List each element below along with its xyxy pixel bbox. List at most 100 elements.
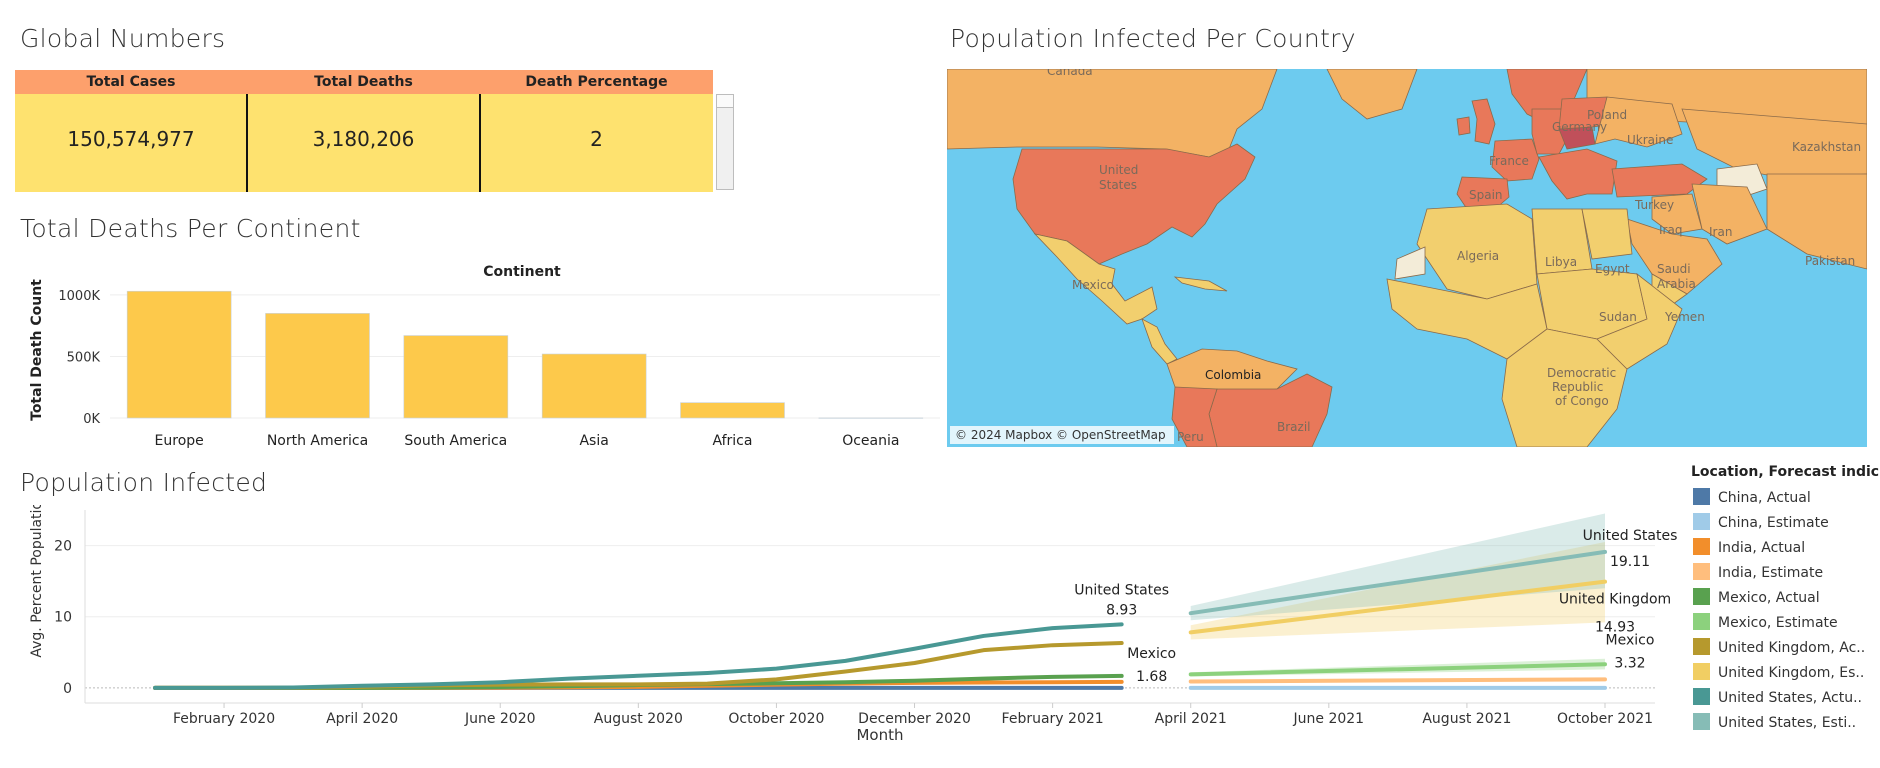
map-label-republic: Republic [1552,380,1603,394]
bar-x-tick: Oceania [842,433,899,449]
map-label-yemen: Yemen [1664,310,1705,324]
annotation-value: 1.68 [1136,669,1167,685]
region-ukraine[interactable] [1594,96,1683,148]
line-x-tick: October 2021 [1557,711,1653,727]
kpi-header-row [15,70,713,94]
map-label-france: France [1489,154,1529,168]
region-ireland[interactable] [1456,116,1471,136]
line-x-tick: August 2021 [1422,711,1511,727]
line-x-tick: June 2021 [1293,711,1365,727]
line-y-tick: 20 [54,539,72,555]
bar-y-tick: 0K [83,412,100,427]
kpi-scrollbar[interactable] [716,94,734,190]
line-x-axis: February 2020 April 2020 June 2020 August 2… [173,703,1653,727]
map-label-democratic: Democratic [1547,366,1616,380]
bar-x-axis: Europe North America South America Asia Afri… [155,433,900,449]
annotation-name: United States [1074,582,1169,598]
region-canada[interactable] [946,68,1278,158]
population-infected-map[interactable]: Canada United States Mexico Colombia Bra… [946,64,1868,448]
map-label-algeria: Algeria [1457,249,1499,263]
map-attribution[interactable]: © 2024 Mapbox © OpenStreetMap [955,428,1166,442]
region-greenland[interactable] [1326,68,1418,120]
region-saudi-arabia[interactable] [1626,218,1723,295]
legend-swatch [1693,713,1710,730]
region-mexico[interactable] [1033,233,1158,325]
map-label-poland: Poland [1587,108,1627,122]
kpi-divider [479,94,481,192]
line-chart-legend[interactable]: Location, Forecast indic.. China, Actual… [1685,458,1880,738]
map-label-of-congo: of Congo [1555,394,1609,408]
region-iran[interactable] [1691,183,1768,245]
region-iraq[interactable] [1651,193,1703,235]
bar-x-tick: Europe [155,433,204,449]
kpi-divider [246,94,248,192]
legend-item-label: China, Actual [1718,490,1811,506]
map-label-sudan: Sudan [1599,310,1637,324]
line-x-tick: April 2021 [1155,711,1227,727]
map-label-kazakhstan: Kazakhstan [1792,140,1861,154]
bar-x-tick: Asia [579,433,608,449]
total-cases-value: 150,574,977 [67,127,195,151]
annotation-name: United States [1583,528,1678,544]
legend-item-label: Mexico, Estimate [1718,615,1838,631]
map-label-ukraine: Ukraine [1627,133,1673,147]
region-united-kingdom[interactable] [1471,98,1496,145]
region-east-africa[interactable] [1596,273,1683,370]
map-label-iraq: Iraq [1659,223,1682,237]
line-x-tick: April 2020 [326,711,398,727]
legend-item-label: China, Estimate [1718,515,1829,531]
bar-south-america [403,335,509,419]
annotation-name: Mexico [1127,646,1176,662]
population-infected-chart: Avg. Percent Populatio.. Month United St… [29,505,1678,744]
scrollbar-thumb[interactable] [717,95,733,108]
line-x-tick: June 2020 [464,711,536,727]
legend-title: Location, Forecast indic.. [1691,464,1880,480]
series-india-estimate [1188,677,1607,684]
legend-swatch [1693,663,1710,680]
region-central-america[interactable] [1141,318,1178,365]
deaths-per-continent-chart: Continent Total Death Count 0K500K1000K … [29,264,940,449]
region-pakistan[interactable] [1766,173,1868,270]
region-egypt[interactable] [1581,208,1633,260]
bar-chart-title: Continent [483,264,561,280]
legend-swatch [1693,488,1710,505]
series-united-states-actual [153,622,1124,690]
forecast-bands [1190,513,1605,677]
line-x-tick: February 2020 [173,711,275,727]
legend-item-label: United States, Actu.. [1718,690,1862,706]
map-label-united: United [1099,163,1138,177]
annotation-value: 19.11 [1610,554,1650,570]
death-percentage-value: 2 [590,127,603,151]
region-caribbean[interactable] [1173,276,1228,292]
map-label-states: States [1099,178,1137,192]
legend-item-label: United Kingdom, Es.. [1718,665,1864,681]
bar-y-axis: 0K 500K 1000K [58,289,100,427]
region-drc[interactable] [1501,328,1628,448]
legend-item-label: Mexico, Actual [1718,590,1820,606]
global-numbers-table: Total Cases Total Deaths Death Percentag… [15,70,713,192]
map-label-egypt: Egypt [1595,262,1630,276]
line-y-tick: 0 [63,681,72,697]
series-united-states-estimate [1188,549,1607,616]
map-label-canada: Canada [1047,69,1093,78]
annotation-value: 8.93 [1106,602,1137,618]
legend-swatch [1693,613,1710,630]
line-y-axis: 0 10 20 [54,539,72,697]
map-label-germany: Germany [1552,120,1607,134]
legend-item-label: India, Estimate [1718,565,1823,581]
region-france[interactable] [1491,138,1540,182]
region-western-sahara[interactable] [1394,246,1426,280]
map-label-saudi: Saudi [1657,262,1691,276]
bar-marks [126,290,924,419]
region-italy-balkans[interactable] [1538,148,1618,200]
map-canvas[interactable]: Canada United States Mexico Colombia Bra… [946,64,1868,448]
line-chart-ylabel: Avg. Percent Populatio.. [29,505,45,658]
annotation-value: 14.93 [1595,620,1635,636]
bar-chart-ylabel: Total Death Count [29,279,45,421]
region-united-states[interactable] [1012,143,1256,265]
bar-x-tick: South America [404,433,507,449]
death-percentage-header: Death Percentage [525,74,668,90]
legend-swatch [1693,538,1710,555]
map-attribution-bg [950,426,1174,444]
deaths-per-continent-title: Total Deaths Per Continent [20,214,361,243]
